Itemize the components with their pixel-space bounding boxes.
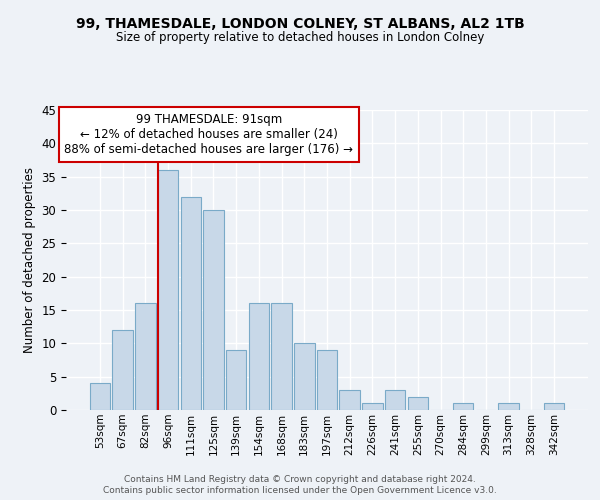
- Bar: [158, 170, 178, 410]
- Text: 99 THAMESDALE: 91sqm
← 12% of detached houses are smaller (24)
88% of semi-detac: 99 THAMESDALE: 91sqm ← 12% of detached h…: [64, 114, 353, 156]
- Bar: [407, 396, 428, 410]
- Bar: [203, 210, 224, 410]
- Bar: [294, 344, 314, 410]
- Bar: [112, 330, 133, 410]
- Text: Contains HM Land Registry data © Crown copyright and database right 2024.: Contains HM Land Registry data © Crown c…: [124, 475, 476, 484]
- Bar: [181, 196, 201, 410]
- Bar: [544, 404, 564, 410]
- Bar: [317, 350, 337, 410]
- Bar: [135, 304, 155, 410]
- Text: Size of property relative to detached houses in London Colney: Size of property relative to detached ho…: [116, 31, 484, 44]
- Bar: [385, 390, 406, 410]
- Bar: [271, 304, 292, 410]
- Bar: [340, 390, 360, 410]
- Bar: [90, 384, 110, 410]
- Text: Contains public sector information licensed under the Open Government Licence v3: Contains public sector information licen…: [103, 486, 497, 495]
- Bar: [226, 350, 247, 410]
- Y-axis label: Number of detached properties: Number of detached properties: [23, 167, 36, 353]
- Bar: [362, 404, 383, 410]
- Text: 99, THAMESDALE, LONDON COLNEY, ST ALBANS, AL2 1TB: 99, THAMESDALE, LONDON COLNEY, ST ALBANS…: [76, 18, 524, 32]
- Bar: [453, 404, 473, 410]
- Bar: [248, 304, 269, 410]
- Bar: [499, 404, 519, 410]
